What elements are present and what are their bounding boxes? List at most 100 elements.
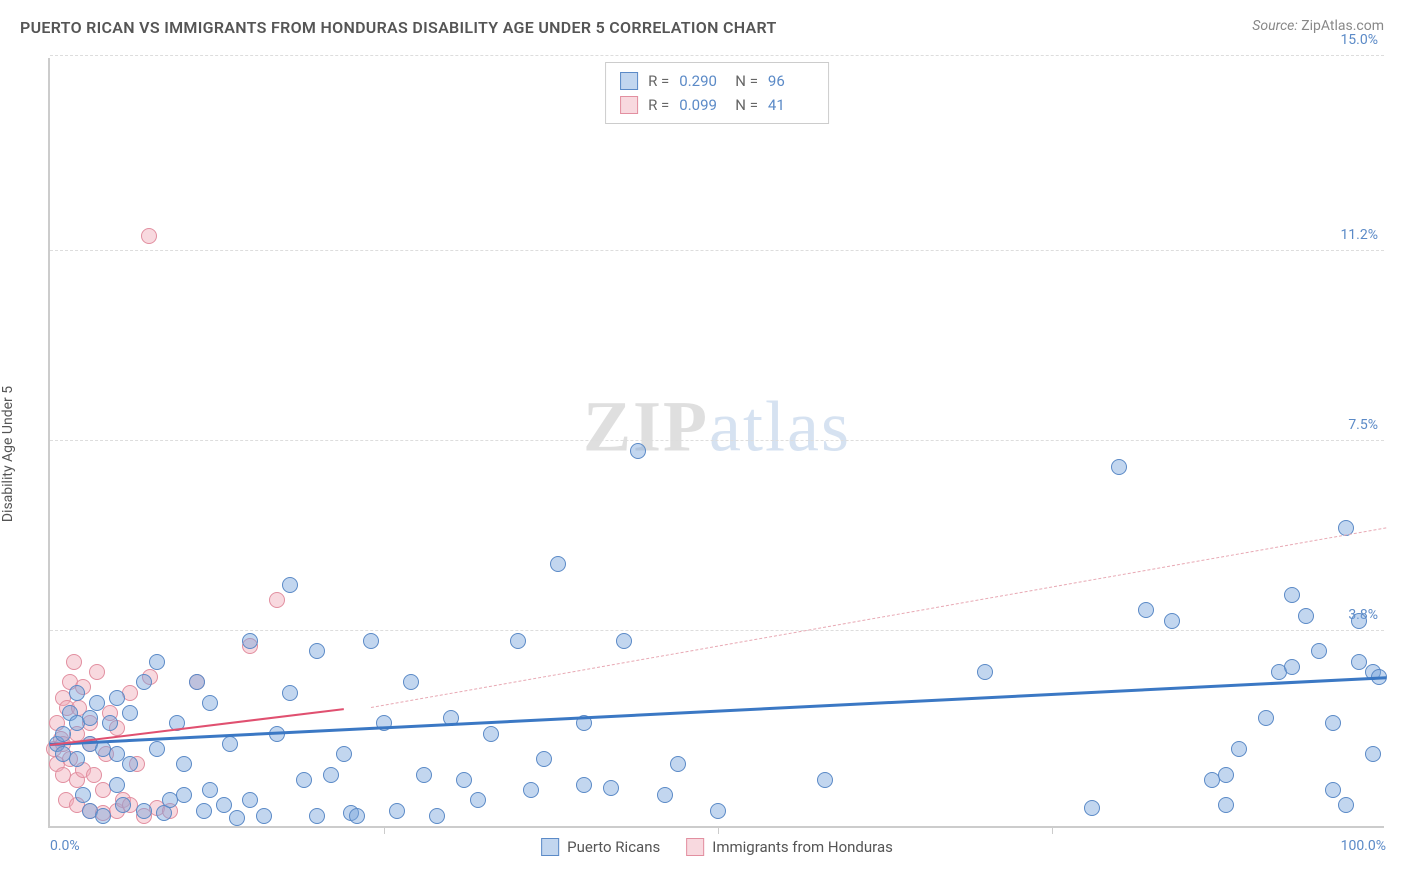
puerto_ricans-marker — [109, 777, 125, 793]
puerto_ricans-marker — [149, 654, 165, 670]
puerto_ricans-marker — [136, 803, 152, 819]
puerto_ricans-marker — [456, 772, 472, 788]
puerto_ricans-marker — [576, 777, 592, 793]
puerto_ricans-marker — [109, 690, 125, 706]
y-tick-label: 15.0% — [1323, 32, 1378, 48]
puerto_ricans-marker — [1084, 800, 1100, 816]
gridline — [50, 630, 1384, 631]
legend-swatch — [686, 838, 704, 856]
stats-row-puerto_ricans: R =0.290N =96 — [620, 69, 814, 93]
trend-line — [371, 527, 1387, 708]
puerto_ricans-marker — [55, 726, 71, 742]
legend-swatch — [620, 72, 638, 90]
y-axis-label: Disability Age Under 5 — [0, 386, 16, 522]
puerto_ricans-marker — [363, 633, 379, 649]
puerto_ricans-marker — [1298, 608, 1314, 624]
puerto_ricans-marker — [550, 556, 566, 572]
puerto_ricans-marker — [616, 633, 632, 649]
puerto_ricans-marker — [1138, 602, 1154, 618]
puerto_ricans-marker — [296, 772, 312, 788]
puerto_ricans-marker — [1284, 587, 1300, 603]
gridline — [50, 250, 1384, 251]
x-tick-label: 0.0% — [50, 838, 80, 854]
puerto_ricans-marker — [470, 792, 486, 808]
puerto_ricans-marker — [1218, 797, 1234, 813]
puerto_ricans-marker — [336, 746, 352, 762]
puerto_ricans-marker — [670, 756, 686, 772]
puerto_ricans-marker — [69, 751, 85, 767]
puerto_ricans-marker — [1258, 710, 1274, 726]
n-label: N = — [735, 72, 758, 90]
puerto_ricans-marker — [102, 715, 118, 731]
puerto_ricans-marker — [136, 674, 152, 690]
puerto_ricans-marker — [536, 751, 552, 767]
n-value: 96 — [768, 72, 814, 90]
puerto_ricans-marker — [89, 695, 105, 711]
puerto_ricans-marker — [657, 787, 673, 803]
stats-row-honduras: R =0.099N =41 — [620, 93, 814, 117]
legend-swatch — [620, 96, 638, 114]
puerto_ricans-marker — [222, 736, 238, 752]
puerto_ricans-marker — [242, 633, 258, 649]
n-label: N = — [735, 96, 758, 114]
x-tick-label: 100.0% — [1341, 838, 1386, 854]
puerto_ricans-marker — [1284, 659, 1300, 675]
puerto_ricans-marker — [1325, 782, 1341, 798]
x-tick — [1052, 826, 1053, 834]
puerto_ricans-marker — [309, 808, 325, 824]
puerto_ricans-marker — [1311, 643, 1327, 659]
puerto_ricans-marker — [349, 808, 365, 824]
puerto_ricans-marker — [510, 633, 526, 649]
scatter-plot-area: ZIPatlas R =0.290N =96R =0.099N =41 Puer… — [48, 58, 1384, 828]
source-label: Source: — [1252, 18, 1297, 34]
legend-label: Immigrants from Honduras — [712, 838, 893, 856]
puerto_ricans-marker — [1218, 767, 1234, 783]
puerto_ricans-marker — [216, 797, 232, 813]
puerto_ricans-marker — [176, 787, 192, 803]
x-tick — [384, 826, 385, 834]
gridline — [50, 55, 1384, 56]
puerto_ricans-marker — [202, 782, 218, 798]
honduras-marker — [89, 664, 105, 680]
puerto_ricans-marker — [1111, 459, 1127, 475]
puerto_ricans-marker — [817, 772, 833, 788]
puerto_ricans-marker — [229, 810, 245, 826]
puerto_ricans-marker — [1365, 746, 1381, 762]
r-value: 0.290 — [679, 72, 725, 90]
puerto_ricans-marker — [977, 664, 993, 680]
puerto_ricans-marker — [1351, 613, 1367, 629]
chart-title: PUERTO RICAN VS IMMIGRANTS FROM HONDURAS… — [20, 18, 777, 37]
puerto_ricans-marker — [122, 705, 138, 721]
puerto_ricans-marker — [282, 577, 298, 593]
legend-swatch — [541, 838, 559, 856]
puerto_ricans-marker — [1325, 715, 1341, 731]
legend-item-honduras: Immigrants from Honduras — [686, 838, 893, 856]
r-label: R = — [648, 96, 669, 114]
puerto_ricans-marker — [95, 808, 111, 824]
puerto_ricans-marker — [69, 685, 85, 701]
puerto_ricans-marker — [1231, 741, 1247, 757]
watermark-atlas: atlas — [709, 386, 851, 466]
honduras-marker — [269, 592, 285, 608]
series-legend: Puerto RicansImmigrants from Honduras — [541, 838, 893, 856]
puerto_ricans-marker — [196, 803, 212, 819]
y-tick-label: 11.2% — [1323, 227, 1378, 243]
puerto_ricans-marker — [483, 726, 499, 742]
puerto_ricans-marker — [603, 780, 619, 796]
puerto_ricans-marker — [176, 756, 192, 772]
puerto_ricans-marker — [82, 710, 98, 726]
trend-line — [50, 677, 1386, 747]
honduras-marker — [86, 767, 102, 783]
puerto_ricans-marker — [710, 803, 726, 819]
watermark: ZIPatlas — [583, 385, 851, 468]
puerto_ricans-marker — [403, 674, 419, 690]
puerto_ricans-marker — [122, 756, 138, 772]
gridline — [50, 440, 1384, 441]
puerto_ricans-marker — [630, 443, 646, 459]
honduras-marker — [141, 228, 157, 244]
puerto_ricans-marker — [416, 767, 432, 783]
puerto_ricans-marker — [523, 782, 539, 798]
correlation-stats-box: R = 0.290 N = 96 R =0.099N =41 — [605, 62, 829, 124]
puerto_ricans-marker — [429, 808, 445, 824]
honduras-marker — [66, 654, 82, 670]
